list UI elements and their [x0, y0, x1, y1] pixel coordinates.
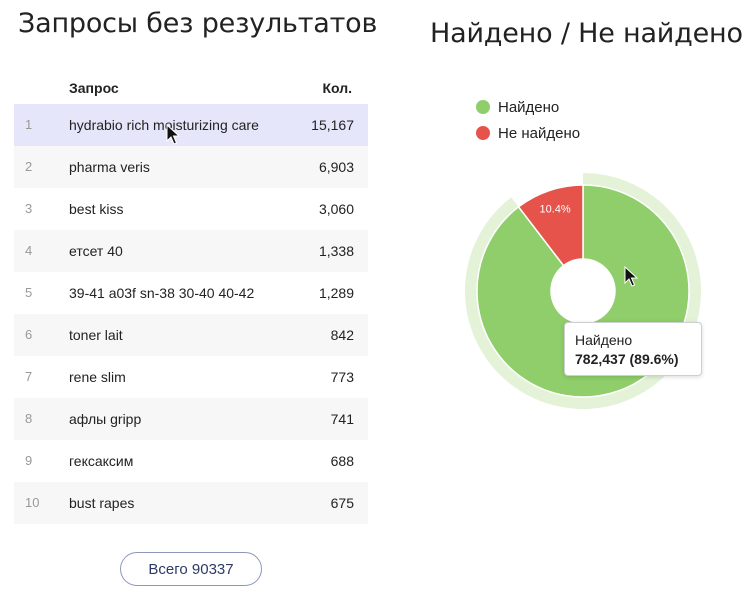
row-query: bust rapes: [69, 495, 135, 511]
row-query: rene slim: [69, 369, 126, 385]
row-count: 1,289: [318, 285, 354, 301]
tooltip-value: 782,437 (89.6%): [575, 351, 679, 367]
row-count: 773: [330, 369, 354, 385]
legend-dot-found: [476, 100, 490, 114]
legend-dot-not-found: [476, 126, 490, 140]
legend-item-not-found[interactable]: Не найдено: [476, 120, 580, 146]
chart-legend: Найдено Не найдено: [476, 94, 580, 146]
row-number: 9: [25, 453, 33, 468]
column-header-count[interactable]: Кол.: [322, 80, 352, 96]
row-number: 6: [25, 327, 33, 342]
row-count: 842: [330, 327, 354, 343]
legend-label-found: Найдено: [498, 98, 560, 116]
row-query: best kiss: [69, 201, 124, 217]
row-count: 688: [330, 453, 354, 469]
row-count: 3,060: [318, 201, 354, 217]
table-row[interactable]: 7 rene slim 773: [14, 356, 368, 398]
table-row[interactable]: 2 pharma veris 6,903: [14, 146, 368, 188]
legend-label-not-found: Не найдено: [498, 124, 581, 142]
row-query: pharma veris: [69, 159, 150, 175]
row-count: 6,903: [318, 159, 354, 175]
table-row[interactable]: 8 афлы gripp 741: [14, 398, 368, 440]
slice-not-found[interactable]: [517, 184, 584, 267]
table-row[interactable]: 5 39-41 a03f sn-38 30-40 40-42 1,289: [14, 272, 368, 314]
row-number: 3: [25, 201, 33, 216]
row-query: toner lait: [69, 327, 123, 343]
row-number: 8: [25, 411, 33, 426]
table-header: Запрос Кол.: [14, 70, 368, 104]
chart-title: Найдено / Не найдено: [430, 18, 743, 49]
row-query: hydrabio rich moisturizing care: [69, 117, 259, 133]
row-query: афлы gripp: [69, 411, 142, 427]
table-row[interactable]: 9 гексаксим 688: [14, 440, 368, 482]
chart-tooltip: Найдено 782,437 (89.6%): [564, 322, 702, 376]
row-query: 39-41 a03f sn-38 30-40 40-42: [69, 285, 255, 301]
tooltip-name: Найдено: [575, 332, 633, 348]
row-query: гексаксим: [69, 453, 134, 469]
legend-item-found[interactable]: Найдено: [476, 94, 580, 120]
page-title: Запросы без результатов: [18, 8, 378, 39]
slice-label-not-found: 10.4%: [539, 204, 570, 216]
row-count: 675: [330, 495, 354, 511]
row-count: 15,167: [311, 117, 354, 133]
row-count: 1,338: [318, 243, 354, 259]
row-query: етсет 40: [69, 243, 123, 259]
table-row[interactable]: 10 bust rapes 675: [14, 482, 368, 524]
table-row[interactable]: 4 етсет 40 1,338: [14, 230, 368, 272]
results-table: Запрос Кол. 1 hydrabio rich moisturizing …: [14, 70, 368, 524]
table-row[interactable]: 6 toner lait 842: [14, 314, 368, 356]
mouse-pointer-icon: [624, 266, 638, 287]
row-number: 5: [25, 285, 33, 300]
row-count: 741: [330, 411, 354, 427]
table-row[interactable]: 3 best kiss 3,060: [14, 188, 368, 230]
table-row[interactable]: 1 hydrabio rich moisturizing care 15,167: [14, 104, 368, 146]
row-number: 2: [25, 159, 33, 174]
row-number: 1: [25, 117, 33, 132]
column-header-query[interactable]: Запрос: [69, 80, 119, 96]
row-number: 7: [25, 369, 33, 384]
row-number: 10: [25, 495, 40, 510]
total-button[interactable]: Всего 90337: [120, 552, 262, 586]
row-number: 4: [25, 243, 33, 258]
mouse-pointer-icon: [166, 124, 180, 145]
